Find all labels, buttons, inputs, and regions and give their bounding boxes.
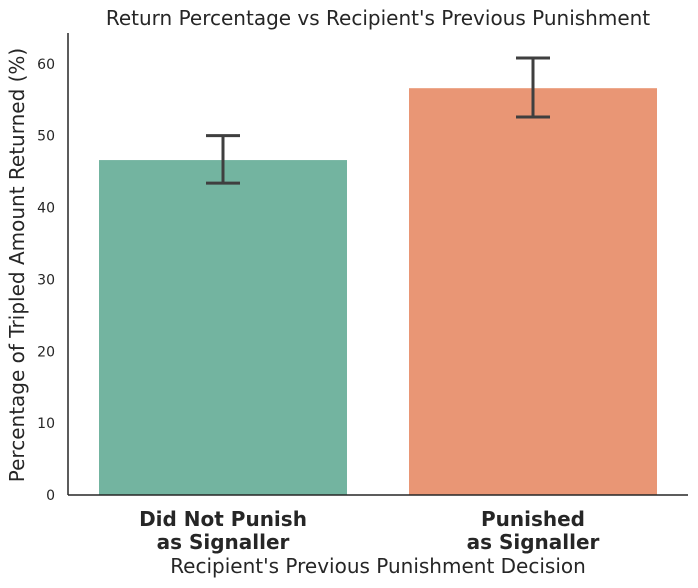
bar-1	[409, 88, 657, 495]
bars-group	[99, 88, 657, 495]
chart-title: Return Percentage vs Recipient's Previou…	[106, 6, 650, 30]
y-axis: 0 10 20 30 40 50 60	[37, 33, 69, 504]
error-bars-group	[206, 56, 550, 185]
y-axis-label: Percentage of Tripled Amount Returned (%…	[5, 48, 29, 482]
x-tick-label-1: Punished as Signaller	[467, 507, 600, 554]
y-tick-label-40: 40	[37, 201, 55, 217]
y-tick-label-0: 0	[46, 488, 55, 504]
y-tick-label-20: 20	[37, 344, 55, 360]
bar-0	[99, 160, 347, 495]
y-tick-label-60: 60	[37, 57, 55, 73]
x-tick-label-0: Did Not Punish as Signaller	[139, 507, 307, 554]
x-axis: Did Not Punish as Signaller Punished as Sig…	[68, 494, 688, 554]
y-tick-label-30: 30	[37, 272, 55, 288]
y-tick-label-10: 10	[37, 416, 55, 432]
x-axis-label: Recipient's Previous Punishment Decision	[170, 554, 586, 578]
y-tick-label-50: 50	[37, 129, 55, 145]
